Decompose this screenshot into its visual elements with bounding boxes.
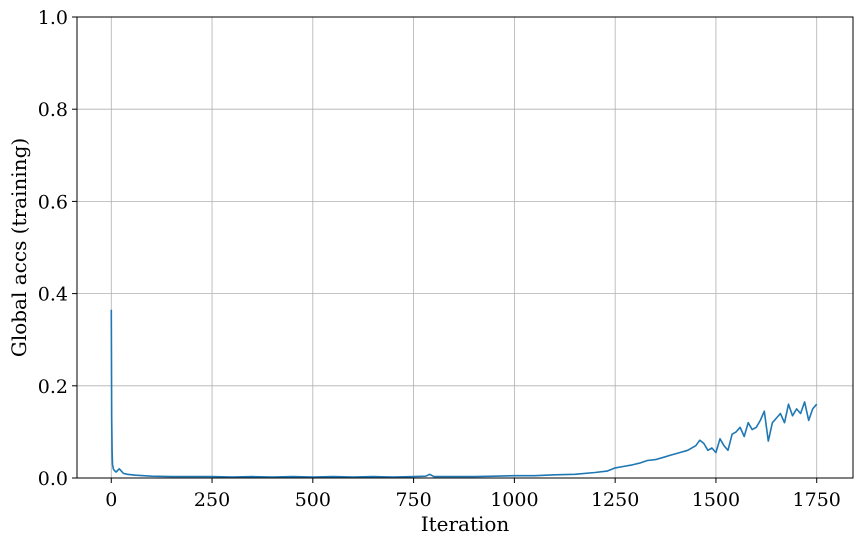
y-tick-label: 0.0 xyxy=(38,468,68,490)
grid-lines xyxy=(77,17,853,478)
x-tick-label: 750 xyxy=(395,489,431,511)
x-tick-label: 1750 xyxy=(793,489,841,511)
plot-frame xyxy=(77,17,853,478)
x-tick-label: 1250 xyxy=(591,489,639,511)
y-tick-label: 0.2 xyxy=(38,376,68,398)
x-tick-label: 1000 xyxy=(490,489,538,511)
y-tick-label: 0.4 xyxy=(38,284,68,306)
x-axis-label: Iteration xyxy=(421,512,510,536)
x-tick-label: 1500 xyxy=(692,489,740,511)
series-line xyxy=(111,310,816,477)
y-tick-label: 0.8 xyxy=(38,99,68,121)
x-tick-label: 0 xyxy=(105,489,117,511)
y-tick-label: 1.0 xyxy=(38,7,68,29)
tick-labels: 0 250 500 750 1000 1250 1500 1750 0.0 0.2 0.4 0.6 0.… xyxy=(38,7,841,511)
x-tick-label: 250 xyxy=(194,489,230,511)
series-layer xyxy=(111,310,816,477)
y-axis-label: Global accs (training) xyxy=(7,138,31,357)
ticks xyxy=(72,17,817,483)
y-tick-label: 0.6 xyxy=(38,191,68,213)
x-tick-label: 500 xyxy=(295,489,331,511)
